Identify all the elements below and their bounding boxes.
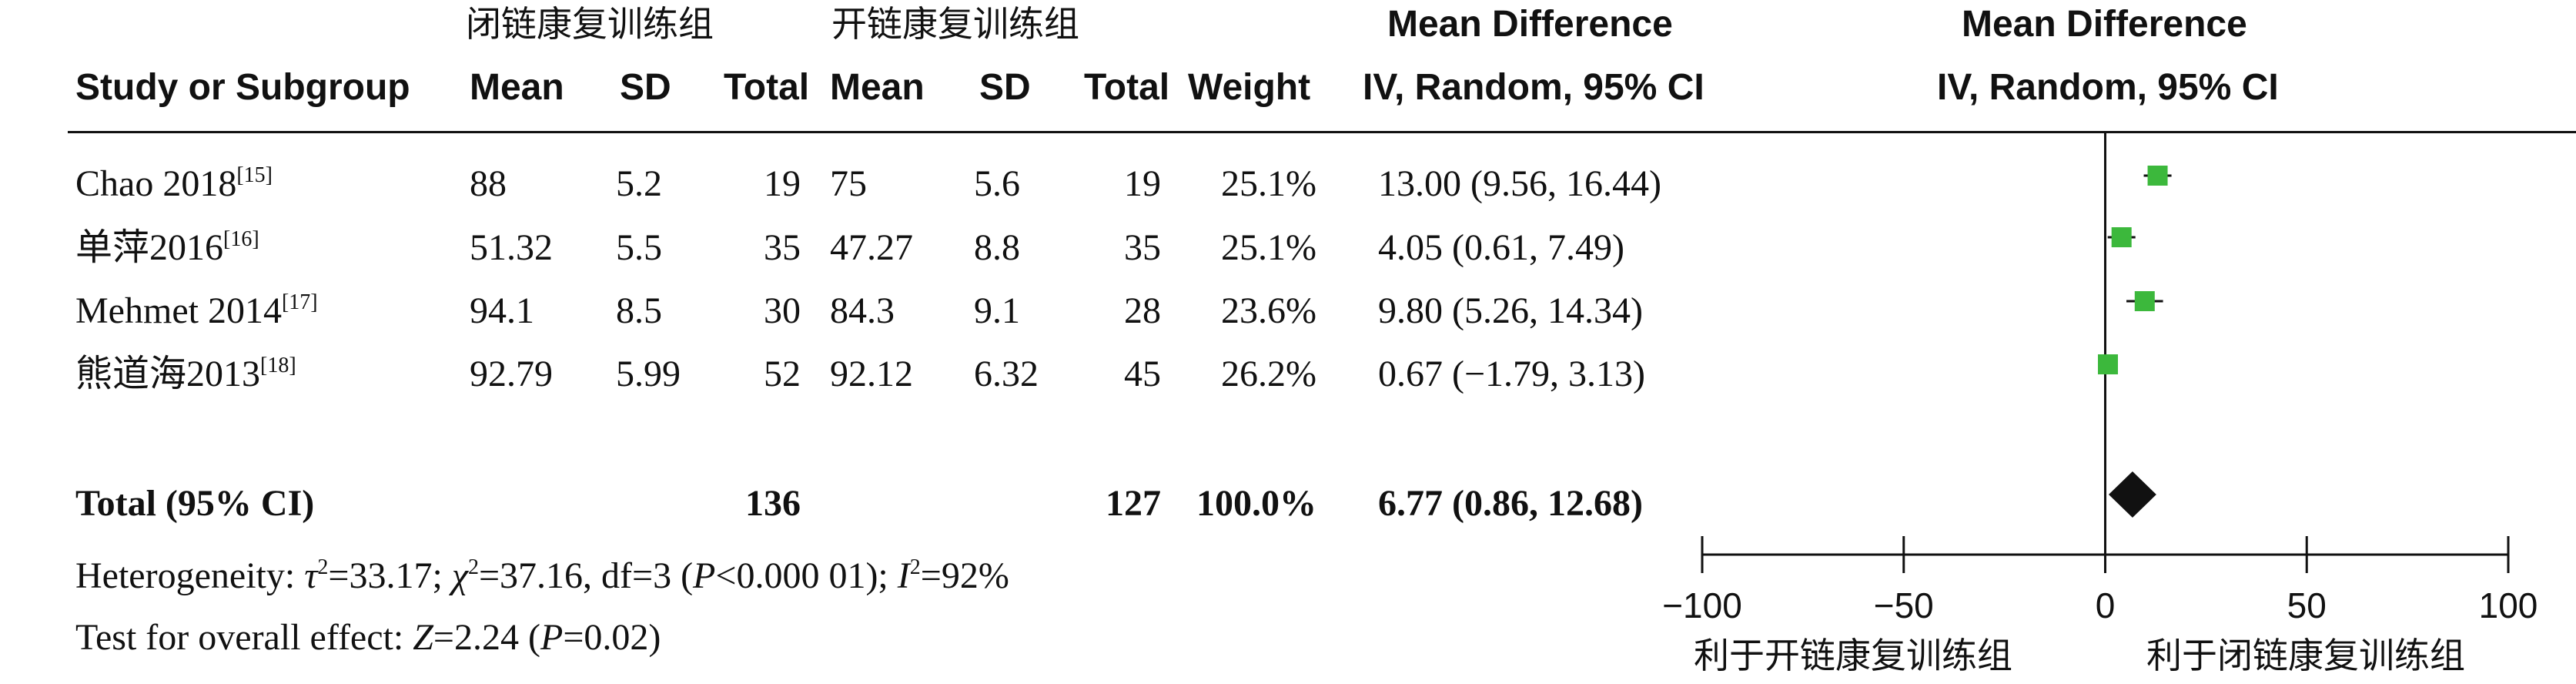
col-header-sd-closed: SD	[620, 67, 671, 108]
study-name: 单萍2016[16]	[75, 227, 259, 268]
total-ci: 6.77 (0.86, 12.68)	[1378, 483, 1643, 524]
study-estimate-marker	[2098, 354, 2119, 374]
study-ci: 13.00 (9.56, 16.44)	[1378, 163, 1661, 204]
tau-value: =33.17;	[328, 555, 452, 596]
col-header-weight: Weight	[1188, 67, 1311, 108]
study-total-closed: 30	[764, 290, 801, 331]
study-total-open: 28	[1124, 290, 1161, 331]
favours-open-chain-label: 利于开链康复训练组	[1694, 635, 2012, 676]
col-header-total-closed: Total	[724, 67, 810, 108]
group-header-open-chain: 开链康复训练组	[831, 3, 1079, 45]
overall-p-value: =0.02)	[563, 617, 661, 658]
study-sd-closed: 5.99	[616, 354, 681, 394]
study-name: 熊道海2013[18]	[75, 354, 296, 394]
study-weight: 23.6%	[1221, 290, 1316, 331]
study-name: Chao 2018[15]	[75, 163, 273, 204]
col-header-mean-open: Mean	[830, 67, 925, 108]
col-header-md-method: IV, Random, 95% CI	[1363, 67, 1705, 108]
study-mean-open: 47.27	[830, 227, 913, 268]
tau-symbol: τ	[304, 555, 318, 596]
i-value: =92%	[920, 555, 1009, 596]
col-header-study: Study or Subgroup	[75, 67, 410, 108]
col-header-mean-closed: Mean	[470, 67, 564, 108]
pooled-estimate-diamond	[2109, 471, 2156, 518]
col-header-total-open: Total	[1084, 67, 1170, 108]
plot-header-method: IV, Random, 95% CI	[1937, 67, 2279, 108]
study-reference: [18]	[260, 354, 296, 377]
chi-exponent: 2	[467, 555, 479, 579]
p-symbol: P	[693, 555, 716, 596]
z-value: =2.24 (	[433, 617, 540, 658]
study-mean-open: 92.12	[830, 354, 913, 394]
overall-p-symbol: P	[540, 617, 564, 658]
study-sd-closed: 8.5	[616, 290, 662, 331]
study-reference: [15]	[236, 163, 273, 187]
study-mean-closed: 88	[470, 163, 507, 204]
heterogeneity-text: Heterogeneity: τ2=33.17; χ2=37.16, df=3 …	[75, 555, 1009, 596]
chi-symbol: χ	[451, 555, 468, 596]
study-total-closed: 52	[764, 354, 801, 394]
study-estimate-marker	[2111, 227, 2132, 247]
x-axis-tick-label: 100	[2479, 585, 2538, 625]
total-n-closed: 136	[745, 483, 801, 524]
i-symbol: I	[897, 555, 910, 596]
study-sd-open: 8.8	[974, 227, 1020, 268]
study-name-text: 熊道海2013	[75, 354, 261, 394]
study-estimate-marker	[2134, 291, 2155, 311]
plot-header-title: Mean Difference	[1962, 4, 2247, 45]
study-name-text: 单萍2016	[75, 227, 224, 268]
p-value: <0.000 01);	[715, 555, 898, 596]
x-axis-tick-label: −50	[1874, 585, 1934, 625]
total-n-open: 127	[1106, 483, 1161, 524]
study-total-open: 19	[1124, 163, 1161, 204]
study-sd-open: 9.1	[974, 290, 1020, 331]
study-ci: 4.05 (0.61, 7.49)	[1378, 227, 1624, 268]
overall-effect-prefix: Test for overall effect:	[75, 617, 413, 658]
header-divider	[68, 131, 2576, 133]
study-weight: 25.1%	[1221, 163, 1316, 204]
study-ci: 0.67 (−1.79, 3.13)	[1378, 354, 1646, 394]
study-name-text: Mehmet 2014	[75, 290, 282, 331]
x-axis-tick-label: 0	[2096, 585, 2116, 625]
study-weight: 26.2%	[1221, 354, 1316, 394]
z-symbol: Z	[413, 617, 433, 658]
study-total-open: 35	[1124, 227, 1161, 268]
x-axis-tick-label: 50	[2287, 585, 2327, 625]
study-total-closed: 19	[764, 163, 801, 204]
study-mean-open: 75	[830, 163, 867, 204]
study-weight: 25.1%	[1221, 227, 1316, 268]
favours-closed-chain-label: 利于闭链康复训练组	[2146, 635, 2465, 676]
total-weight: 100.0%	[1196, 483, 1316, 524]
study-total-closed: 35	[764, 227, 801, 268]
study-sd-closed: 5.2	[616, 163, 662, 204]
study-sd-closed: 5.5	[616, 227, 662, 268]
x-axis-tick-label: −100	[1662, 585, 1742, 625]
study-mean-closed: 92.79	[470, 354, 553, 394]
study-mean-closed: 94.1	[470, 290, 534, 331]
study-reference: [17]	[281, 290, 318, 314]
study-estimate-marker	[2147, 166, 2168, 186]
overall-effect-text: Test for overall effect: Z=2.24 (P=0.02)	[75, 619, 661, 656]
study-reference: [16]	[223, 227, 259, 251]
col-header-sd-open: SD	[979, 67, 1031, 108]
study-sd-open: 6.32	[974, 354, 1039, 394]
tau-exponent: 2	[317, 555, 329, 579]
group-header-closed-chain: 闭链康复训练组	[466, 3, 714, 45]
chi-value: =37.16, df=3 (	[478, 555, 694, 596]
study-ci: 9.80 (5.26, 14.34)	[1378, 290, 1643, 331]
study-name: Mehmet 2014[17]	[75, 290, 318, 331]
study-mean-closed: 51.32	[470, 227, 553, 268]
heterogeneity-prefix: Heterogeneity:	[75, 555, 305, 596]
i-exponent: 2	[909, 555, 921, 579]
study-total-open: 45	[1124, 354, 1161, 394]
study-name-text: Chao 2018	[75, 163, 237, 204]
col-header-md-title: Mean Difference	[1387, 4, 1673, 45]
study-mean-open: 84.3	[830, 290, 895, 331]
total-label: Total (95% CI)	[75, 483, 315, 524]
study-sd-open: 5.6	[974, 163, 1020, 204]
